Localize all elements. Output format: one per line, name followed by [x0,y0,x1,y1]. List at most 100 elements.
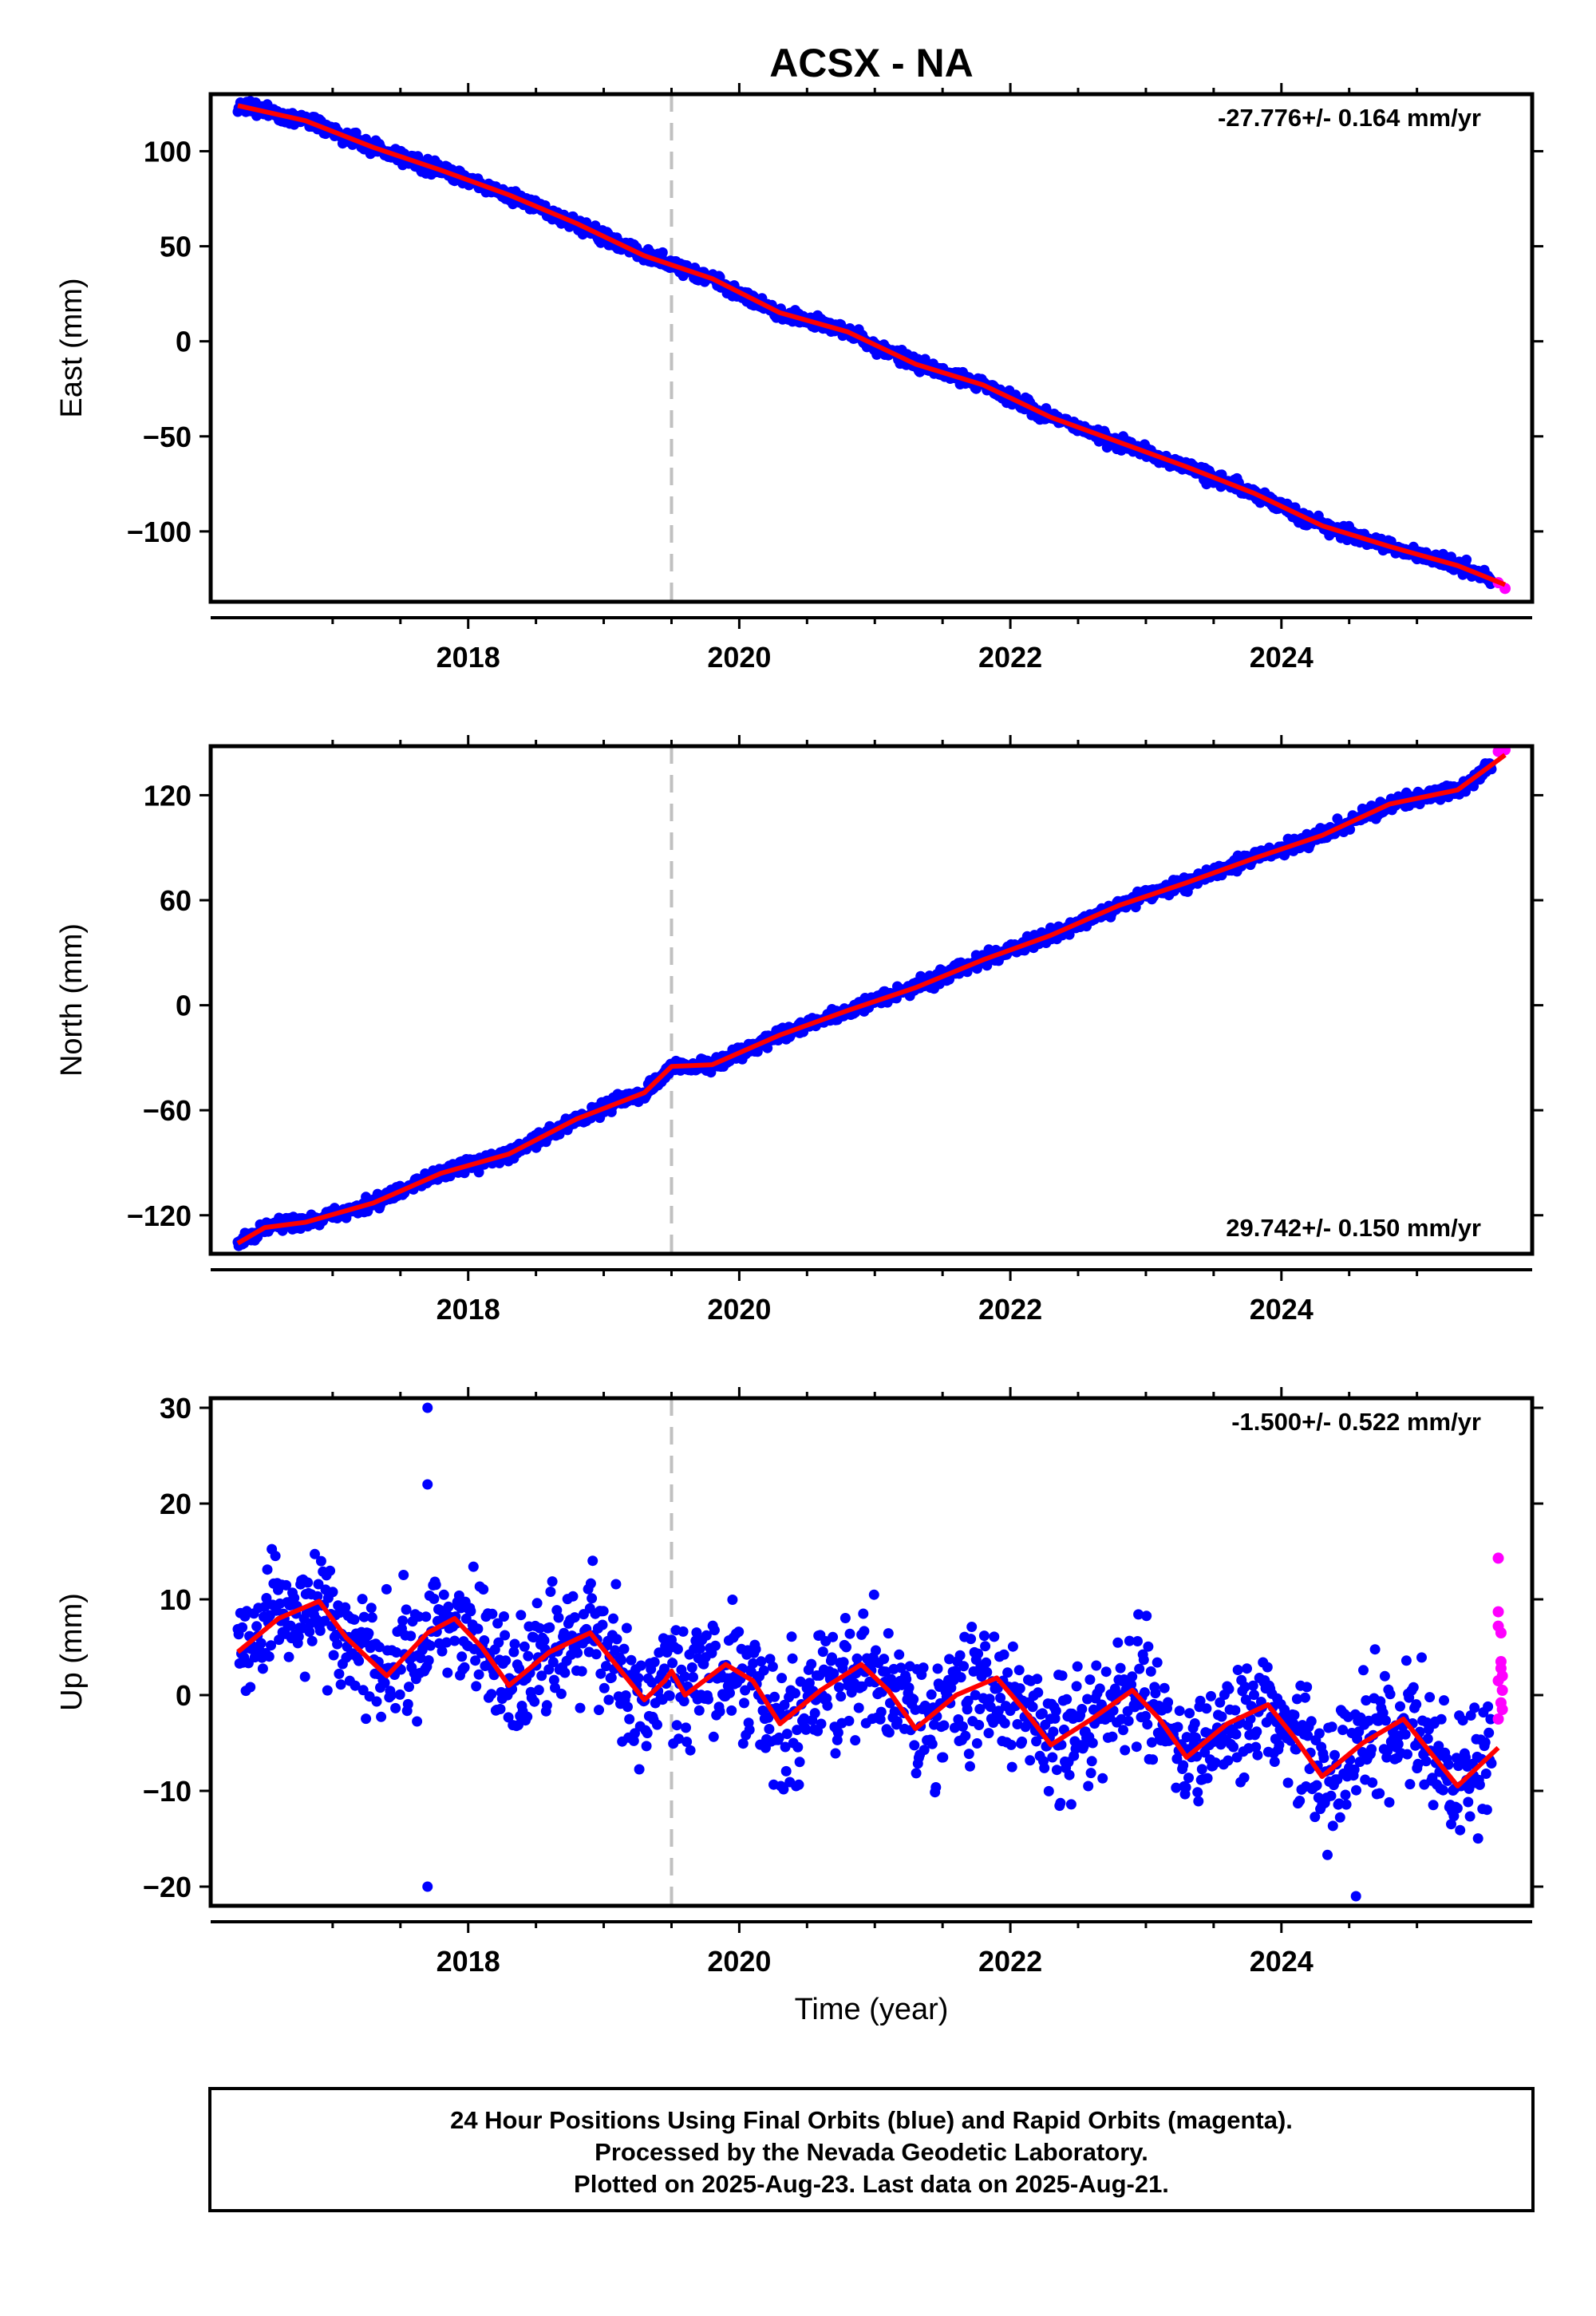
data-point [263,1651,275,1662]
data-point [1311,1780,1322,1791]
data-point [470,1655,481,1666]
data-point [340,1602,351,1613]
data-point [1480,1769,1491,1779]
data-point [492,1618,504,1629]
data-point [626,1654,637,1666]
data-point [901,1674,912,1685]
footer-line-3: Plotted on 2025-Aug-23. Last data on 202… [574,2170,1169,2198]
data-point [949,1722,960,1733]
data-point [832,1734,843,1745]
data-point [522,1711,533,1722]
data-point [1385,1689,1396,1700]
data-point [567,1591,579,1602]
data-point [1134,1663,1145,1674]
data-point [1300,1692,1310,1703]
data-point [649,1657,660,1668]
data-point [763,1712,774,1723]
data-point [391,1647,402,1658]
x-tick-label: 2024 [1250,1293,1314,1326]
data-point [1094,1683,1105,1694]
data-point [958,1721,968,1732]
data-point [1472,1833,1483,1844]
data-point [983,1728,994,1739]
y-axis-label: North (mm) [55,923,89,1077]
model-curve [236,753,1507,1246]
data-point [516,1610,527,1621]
data-point [478,1584,489,1595]
data-point [816,1718,827,1729]
data-point [1057,1670,1068,1682]
data-point [1361,1695,1372,1706]
data-point [1381,1715,1391,1726]
data-point [1282,1777,1294,1788]
data-point [310,1548,320,1559]
data-point [1337,1725,1349,1736]
north-panel: −120 −60 0 60 120 2018 2020 2022 2024 North (mm) 2… [55,735,1543,1326]
data-point [982,1666,993,1678]
data-point [667,1658,678,1669]
data-point [553,1612,564,1623]
data-point [1032,1674,1043,1685]
y-tick-label: 0 [176,990,192,1022]
data-point [1384,1796,1395,1808]
data-point [1061,1694,1073,1705]
x-tick-label: 2022 [978,641,1042,674]
data-point [780,1741,791,1753]
data-point [376,1711,387,1722]
data-point [984,1694,995,1705]
data-point [828,1631,839,1642]
data-point [773,1732,784,1743]
data-point [616,1654,627,1666]
data-point [1124,1635,1135,1646]
data-point [1172,1721,1183,1733]
data-point [1232,1665,1243,1675]
data-point [781,1729,792,1740]
data-point [1249,1690,1259,1701]
data-point [1461,554,1472,565]
data-point [926,1738,938,1749]
data-point [1428,1800,1439,1811]
data-point [799,1713,810,1724]
data-point [793,1779,804,1790]
data-point [1039,1762,1050,1773]
data-point [1027,1701,1038,1713]
data-point [1097,1773,1108,1784]
data-point [966,1622,978,1632]
rapid-point [1492,1552,1504,1564]
data-point [1049,1713,1061,1724]
data-point [1242,1663,1252,1674]
y-tick-label: 10 [160,1583,192,1616]
data-point [1306,1716,1317,1727]
data-point [365,1603,377,1614]
data-point [327,1587,338,1598]
data-point [1327,1820,1338,1832]
figure-title: ACSX - NA [769,41,974,85]
data-point [889,1706,900,1717]
x-tick-label: 2024 [1250,641,1314,674]
y-tick-label: 60 [160,884,192,917]
data-point [366,1612,377,1623]
data-point [1142,1719,1153,1730]
data-point [1334,1812,1345,1823]
data-point [792,1725,803,1736]
data-point [963,1749,974,1760]
data-point [465,1606,476,1617]
data-point [686,1662,697,1673]
data-point [708,1731,719,1742]
data-point [737,1738,749,1749]
data-point [473,1669,484,1680]
data-point [302,1577,314,1588]
data-point [1460,1752,1471,1763]
y-tick-label: 100 [144,135,192,168]
data-point [1367,1777,1378,1788]
data-point [541,1700,552,1711]
data-point [883,1628,894,1639]
data-point [646,1677,658,1688]
data-point [281,1579,292,1591]
data-point [1123,1715,1134,1726]
data-point [1174,1705,1185,1717]
data-point [594,1705,604,1716]
data-point [1189,1718,1200,1729]
data-point [981,1657,992,1668]
data-point [1127,1671,1138,1682]
